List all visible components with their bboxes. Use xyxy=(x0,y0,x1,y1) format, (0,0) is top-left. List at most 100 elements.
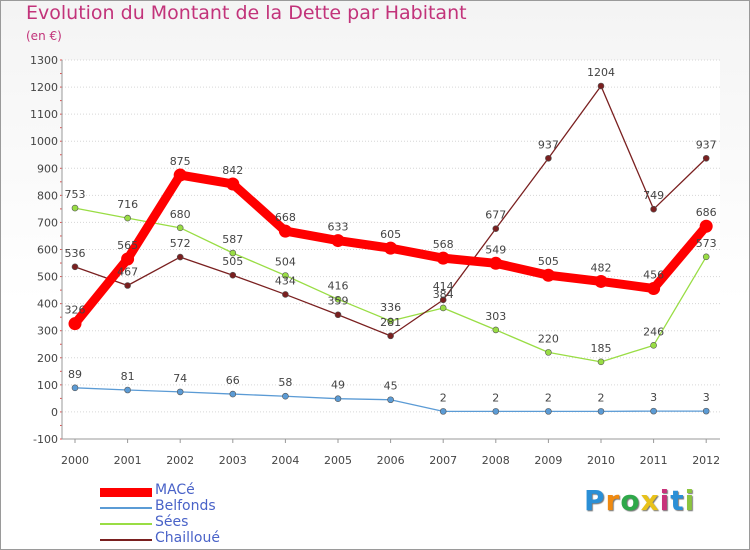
data-point-ses xyxy=(71,204,79,212)
data-point-chaillou xyxy=(176,253,184,261)
data-point-belfonds xyxy=(650,407,657,415)
data-point-mac xyxy=(541,268,555,282)
y-tick-label: 500 xyxy=(37,271,58,284)
data-point-mac xyxy=(331,234,345,248)
data-label-chaillou: 572 xyxy=(170,237,191,250)
data-label-mac: 326 xyxy=(65,304,86,317)
data-label-chaillou: 749 xyxy=(643,189,664,202)
logo-letter: P xyxy=(584,484,606,517)
legend-item-sees: Sées xyxy=(100,514,300,532)
data-label-ses: 504 xyxy=(275,255,296,268)
x-tick-label: 2007 xyxy=(429,454,457,467)
data-point-mac xyxy=(436,251,450,265)
y-tick-label: 300 xyxy=(37,325,58,338)
data-point-chaillou xyxy=(229,271,237,279)
data-point-chaillou xyxy=(282,291,289,298)
data-point-belfonds xyxy=(334,395,342,402)
data-label-belfonds: 2 xyxy=(598,391,605,404)
data-point-belfonds xyxy=(492,408,500,415)
x-tick-label: 2005 xyxy=(324,454,352,467)
legend-item-chailloue: Chailloué xyxy=(100,530,300,548)
data-label-ses: 246 xyxy=(643,325,664,338)
data-label-chaillou: 937 xyxy=(696,138,717,151)
logo-letter: t xyxy=(670,484,685,517)
legend-item-mace: MACé xyxy=(100,482,300,500)
data-point-chaillou xyxy=(492,225,500,232)
data-label-chaillou: 281 xyxy=(380,316,401,329)
x-tick-label: 2008 xyxy=(482,454,510,467)
data-point-belfonds xyxy=(597,408,605,415)
data-label-chaillou: 414 xyxy=(433,280,454,293)
data-label-mac: 568 xyxy=(433,238,454,251)
legend-label-mace: MACé xyxy=(155,482,195,498)
logo-letter: x xyxy=(640,484,660,517)
data-label-ses: 220 xyxy=(538,332,559,345)
data-point-ses xyxy=(650,342,657,349)
data-point-chaillou xyxy=(71,263,79,271)
data-point-belfonds xyxy=(702,407,710,415)
y-tick-label: 900 xyxy=(37,162,58,175)
y-tick-label: -100 xyxy=(33,433,58,446)
data-point-chaillou xyxy=(650,205,657,213)
data-point-mac xyxy=(699,219,713,233)
data-point-ses xyxy=(229,249,237,257)
data-label-chaillou: 359 xyxy=(328,295,349,308)
data-point-belfonds xyxy=(282,392,289,400)
data-label-mac: 482 xyxy=(591,261,612,274)
data-label-ses: 716 xyxy=(117,198,138,211)
data-label-chaillou: 937 xyxy=(538,138,559,151)
data-label-mac: 875 xyxy=(170,155,191,168)
data-label-belfonds: 58 xyxy=(278,376,292,389)
data-point-ses xyxy=(545,349,552,356)
y-tick-label: 1300 xyxy=(30,54,58,67)
x-tick-label: 2010 xyxy=(587,454,615,467)
proxiti-logo: Proxiti xyxy=(584,484,695,517)
data-label-belfonds: 3 xyxy=(703,391,710,404)
x-tick-label: 2000 xyxy=(61,454,89,467)
data-label-belfonds: 81 xyxy=(121,370,135,383)
data-label-mac: 549 xyxy=(485,243,506,256)
data-point-mac xyxy=(173,168,187,182)
x-tick-label: 2001 xyxy=(114,454,142,467)
data-point-mac xyxy=(121,252,135,266)
data-point-mac xyxy=(384,241,398,255)
data-label-ses: 753 xyxy=(65,188,86,201)
data-label-mac: 505 xyxy=(538,255,559,268)
data-point-mac xyxy=(489,256,503,270)
data-label-chaillou: 536 xyxy=(65,247,86,260)
data-label-ses: 416 xyxy=(328,279,349,292)
data-point-ses xyxy=(439,304,447,312)
y-tick-label: 1100 xyxy=(30,108,58,121)
data-point-belfonds xyxy=(439,408,447,415)
logo-letter: i xyxy=(684,484,696,517)
data-label-chaillou: 467 xyxy=(117,266,138,279)
data-label-mac: 456 xyxy=(643,268,664,281)
y-tick-label: 200 xyxy=(37,352,58,365)
data-label-ses: 587 xyxy=(222,233,243,246)
data-label-mac: 668 xyxy=(275,211,296,224)
data-point-chaillou xyxy=(545,154,552,162)
data-point-mac xyxy=(594,274,608,288)
data-label-chaillou: 677 xyxy=(485,209,506,222)
logo-letter: i xyxy=(659,484,671,517)
data-label-belfonds: 2 xyxy=(492,391,499,404)
data-point-ses xyxy=(176,224,184,232)
y-tick-label: 100 xyxy=(37,379,58,392)
data-label-ses: 384 xyxy=(433,288,454,301)
legend-label-belfonds: Belfonds xyxy=(155,498,216,514)
data-label-ses: 303 xyxy=(485,310,506,323)
x-tick-label: 2002 xyxy=(166,454,194,467)
y-tick-label: 600 xyxy=(37,244,58,257)
data-label-ses: 336 xyxy=(380,301,401,314)
legend-item-belfonds: Belfonds xyxy=(100,498,300,516)
y-tick-label: 700 xyxy=(37,216,58,229)
legend-swatch-mace xyxy=(100,488,152,497)
x-tick-label: 2009 xyxy=(534,454,562,467)
data-point-mac xyxy=(226,177,240,191)
y-tick-label: 1000 xyxy=(30,135,58,148)
data-label-belfonds: 74 xyxy=(173,372,187,385)
data-point-belfonds xyxy=(176,388,184,396)
data-label-belfonds: 49 xyxy=(331,379,345,392)
data-point-ses xyxy=(282,272,289,279)
